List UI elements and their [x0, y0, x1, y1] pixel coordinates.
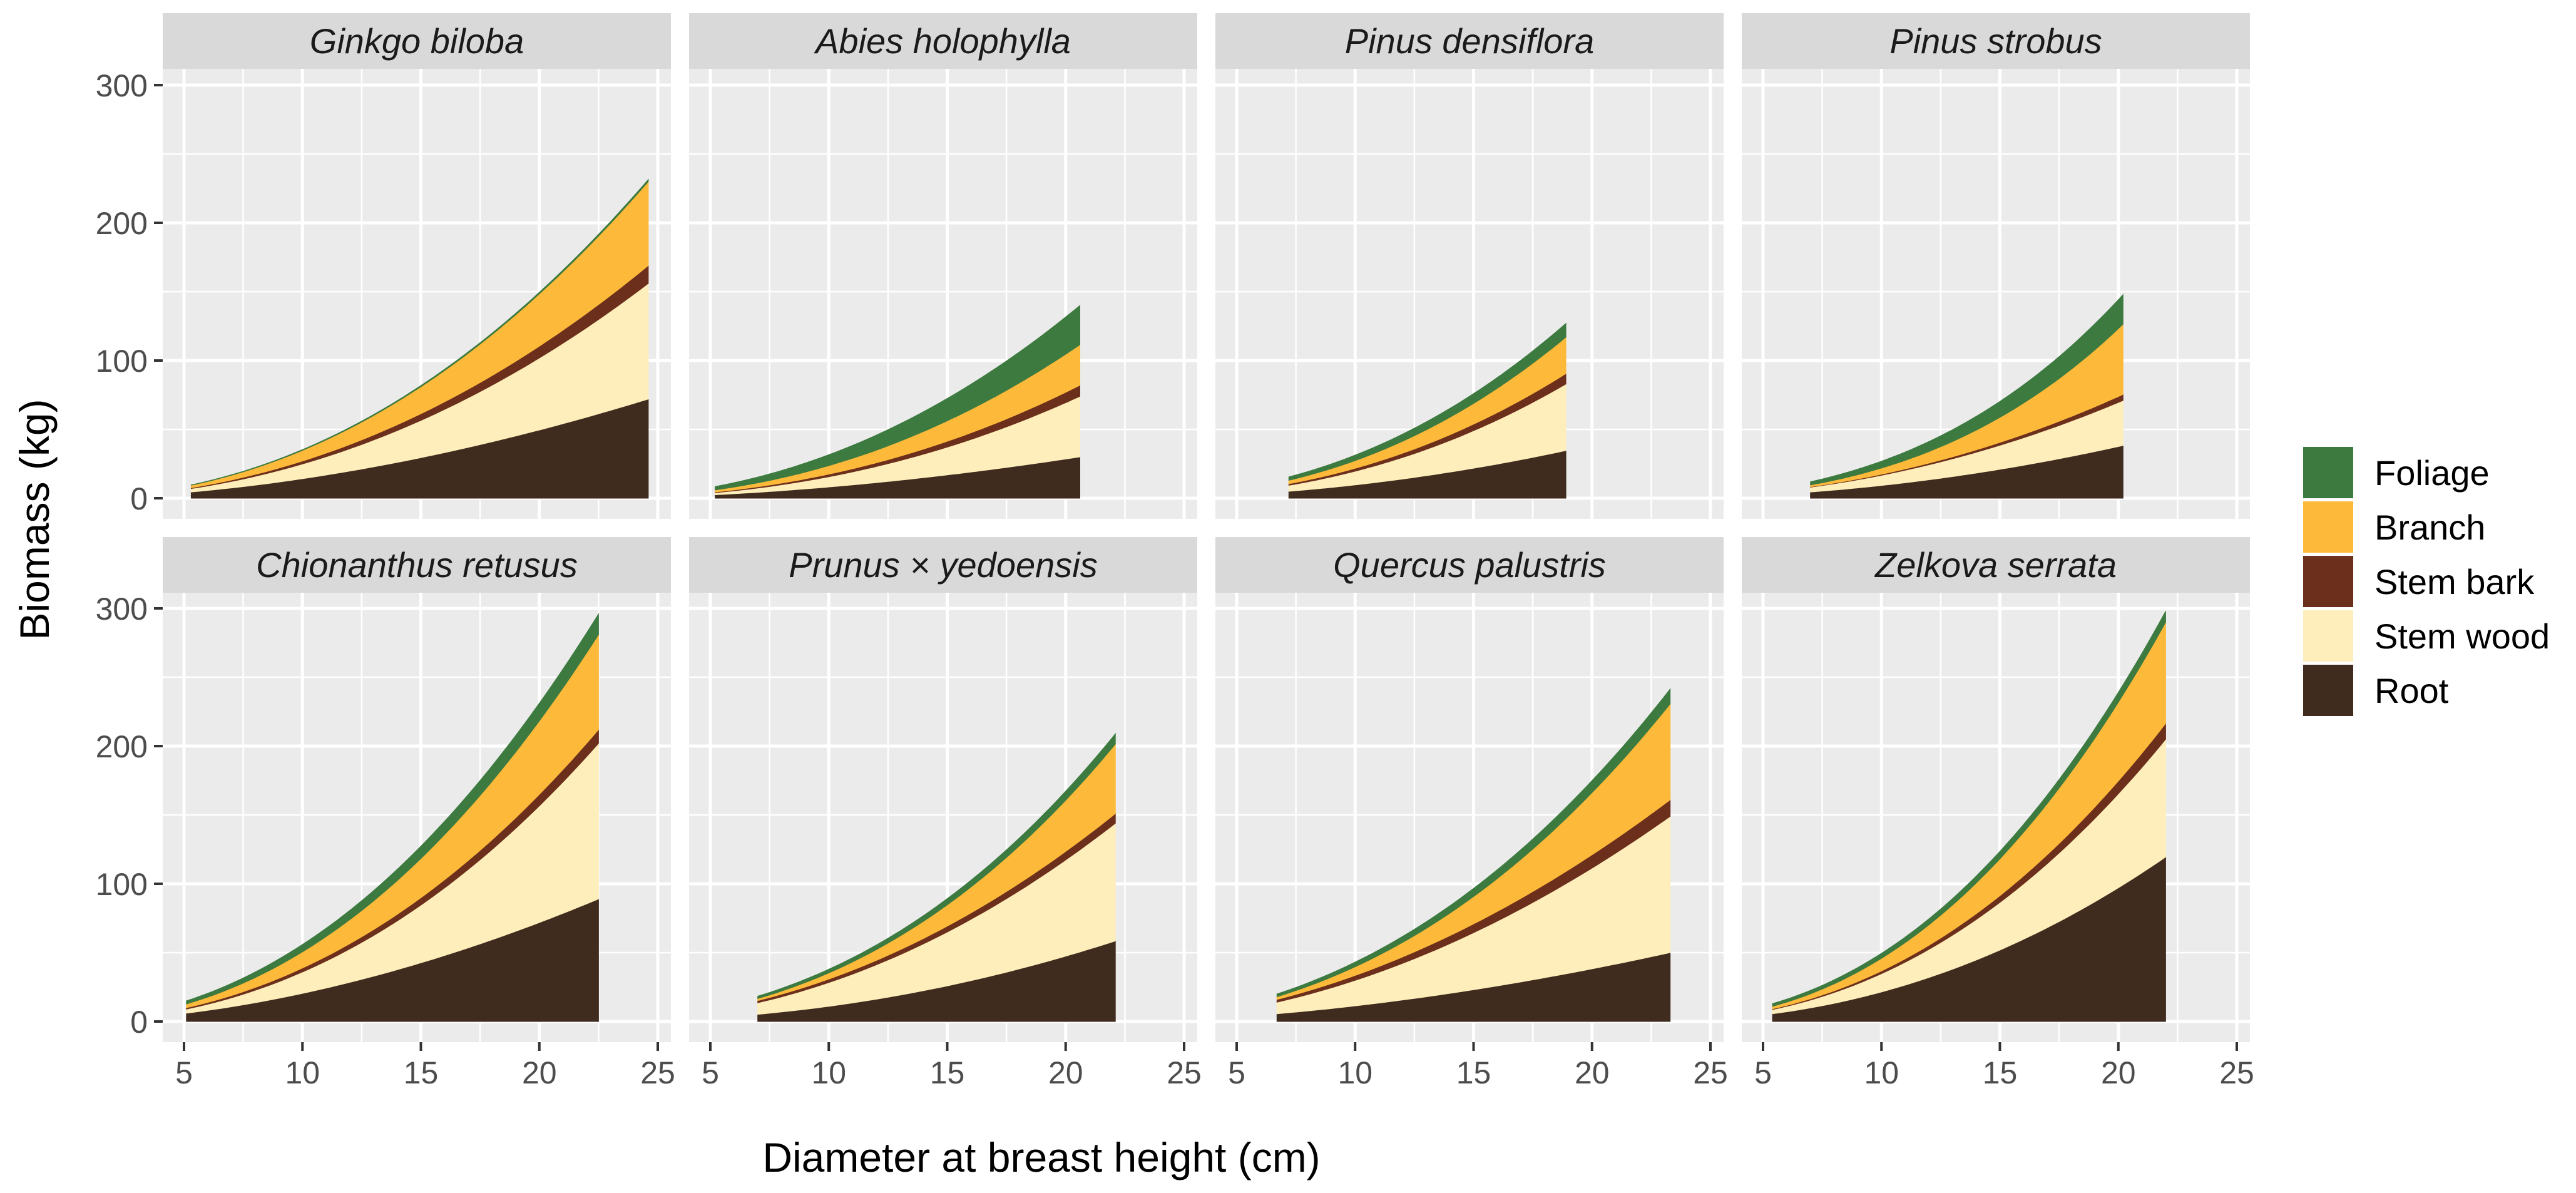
x-tick-label: 25 — [1693, 1055, 1728, 1090]
x-tick-label: 25 — [2219, 1055, 2254, 1090]
facet-title: Ginkgo biloba — [310, 21, 524, 61]
facet-panel: Zelkova serrata 5 10 15 20 25 — [1742, 537, 2254, 1090]
legend-item: Root — [2303, 665, 2449, 716]
legend-item: Foliage — [2303, 447, 2490, 498]
facet-title: Abies holophylla — [814, 21, 1071, 61]
x-tick-label: 10 — [285, 1055, 320, 1090]
area-foliage — [1288, 322, 1567, 481]
facet-panel: Ginkgo biloba 0 100 200 300 — [96, 13, 671, 519]
x-tick-label: 25 — [1167, 1055, 1202, 1090]
x-tick-label: 5 — [1754, 1055, 1772, 1090]
area-foliage — [757, 732, 1116, 999]
x-axis-title: Diameter at breast height (cm) — [762, 1134, 1320, 1180]
x-tick-label: 10 — [1864, 1055, 1899, 1090]
legend-item: Stem bark — [2303, 556, 2535, 607]
y-tick-label: 300 — [96, 591, 148, 627]
facet-title: Quercus palustris — [1333, 545, 1606, 585]
facet-panel: Chionanthus retusus 0 100 200 300 5 10 15 20 25 — [96, 537, 675, 1090]
y-tick-label: 200 — [96, 729, 148, 764]
x-tick-label: 20 — [1048, 1055, 1083, 1090]
x-tick-label: 15 — [1983, 1055, 2018, 1090]
y-axis-title: Biomass (kg) — [11, 399, 58, 640]
facet-panel: Quercus palustris 5 10 15 20 25 — [1215, 537, 1728, 1090]
area-foliage — [1772, 611, 2166, 1007]
facet-panel: Abies holophylla — [689, 13, 1197, 519]
x-tick-label: 15 — [930, 1055, 965, 1090]
facet-strip — [163, 13, 671, 69]
x-tick-label: 10 — [1337, 1055, 1372, 1090]
facet-title: Prunus × yedoensis — [789, 545, 1097, 585]
facet-strip — [1215, 13, 1724, 69]
area-foliage — [715, 304, 1080, 491]
legend-key — [2303, 610, 2353, 662]
facet-strip — [163, 537, 671, 593]
facet-panel: Pinus densiflora — [1215, 13, 1724, 519]
facet-title: Chionanthus retusus — [256, 545, 578, 585]
y-tick-label: 100 — [96, 344, 148, 379]
y-tick-label: 0 — [130, 481, 148, 516]
legend-item: Stem wood — [2303, 610, 2550, 662]
area-foliage — [1810, 294, 2124, 486]
x-tick-label: 20 — [2101, 1055, 2136, 1090]
x-tick-label: 20 — [522, 1055, 557, 1090]
facet-title: Pinus densiflora — [1345, 21, 1594, 61]
area-foliage — [1276, 688, 1671, 998]
y-tick-label: 0 — [130, 1005, 148, 1040]
x-tick-label: 10 — [811, 1055, 846, 1090]
legend-key — [2303, 447, 2353, 498]
y-tick-label: 200 — [96, 206, 148, 241]
facet-strip — [689, 13, 1197, 69]
facet-strip — [1742, 537, 2250, 593]
legend: Foliage Branch Stem bark Stem wood Root — [2303, 447, 2550, 716]
legend-label: Stem bark — [2374, 562, 2535, 602]
legend-key — [2303, 665, 2353, 716]
legend-label: Stem wood — [2374, 617, 2550, 656]
facet-strip — [1215, 537, 1724, 593]
area-foliage — [190, 178, 649, 486]
legend-label: Branch — [2374, 508, 2485, 547]
legend-label: Foliage — [2374, 453, 2490, 493]
legend-label: Root — [2374, 671, 2449, 710]
x-tick-label: 15 — [1456, 1055, 1491, 1090]
x-tick-label: 25 — [640, 1055, 675, 1090]
y-tick-label: 300 — [96, 68, 148, 103]
area-foliage — [186, 613, 599, 1005]
facet-panel: Pinus strobus — [1742, 13, 2250, 519]
x-tick-label: 5 — [702, 1055, 719, 1090]
x-tick-label: 15 — [404, 1055, 439, 1090]
legend-key — [2303, 501, 2353, 553]
legend-key — [2303, 556, 2353, 607]
x-tick-label: 20 — [1575, 1055, 1610, 1090]
facet-title: Pinus strobus — [1889, 21, 2102, 61]
y-tick-label: 100 — [96, 867, 148, 902]
x-tick-label: 5 — [1228, 1055, 1245, 1090]
facet-strip — [689, 537, 1197, 593]
legend-item: Branch — [2303, 501, 2485, 553]
facet-panel: Prunus × yedoensis 5 10 15 20 25 — [689, 537, 1202, 1090]
facet-title: Zelkova serrata — [1874, 545, 2117, 585]
x-tick-label: 5 — [175, 1055, 193, 1090]
facet-strip — [1742, 13, 2250, 69]
